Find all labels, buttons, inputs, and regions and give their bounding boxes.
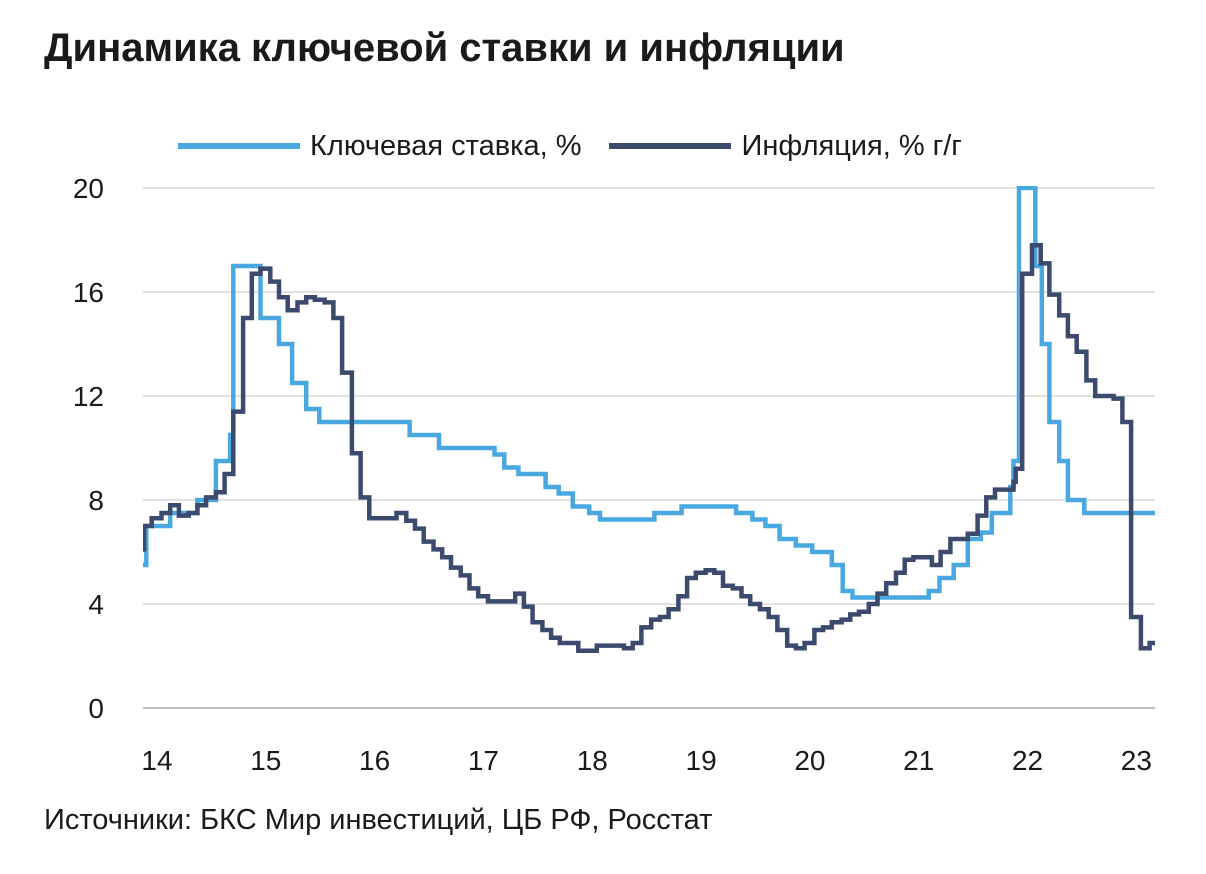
legend-item-key-rate: Ключевая ставка, % bbox=[178, 130, 581, 163]
x-tick-label-15: 15 bbox=[250, 745, 281, 776]
legend-swatch-key-rate bbox=[178, 143, 300, 149]
y-tick-label-4: 4 bbox=[88, 589, 104, 620]
chart-title: Динамика ключевой ставки и инфляции bbox=[44, 26, 845, 70]
x-tick-label-18: 18 bbox=[577, 745, 608, 776]
y-tick-label-12: 12 bbox=[73, 381, 104, 412]
x-tick-label-17: 17 bbox=[468, 745, 499, 776]
y-tick-label-16: 16 bbox=[73, 277, 104, 308]
x-tick-label-23: 23 bbox=[1121, 745, 1152, 776]
y-tick-label-0: 0 bbox=[88, 693, 104, 724]
x-tick-label-16: 16 bbox=[359, 745, 390, 776]
legend-item-inflation: Инфляция, % г/г bbox=[609, 129, 962, 163]
x-tick-label-19: 19 bbox=[686, 745, 717, 776]
x-tick-label-22: 22 bbox=[1012, 745, 1043, 776]
legend-label-inflation: Инфляция, % г/г bbox=[741, 129, 962, 162]
x-tick-label-21: 21 bbox=[903, 745, 934, 776]
y-tick-label-8: 8 bbox=[88, 485, 104, 516]
key-rate-line bbox=[143, 186, 1155, 600]
x-tick-label-14: 14 bbox=[141, 745, 172, 776]
chart-source-note: Источники: БКС Мир инвестиций, ЦБ РФ, Ро… bbox=[44, 804, 713, 836]
legend-swatch-inflation bbox=[609, 143, 732, 149]
x-tick-label-20: 20 bbox=[794, 745, 825, 776]
chart-legend: Ключевая ставка, % Инфляция, % г/г bbox=[178, 124, 990, 168]
legend-label-key-rate: Ключевая ставка, % bbox=[310, 129, 582, 162]
y-tick-label-20: 20 bbox=[73, 173, 104, 204]
inflation-line bbox=[143, 242, 1155, 654]
